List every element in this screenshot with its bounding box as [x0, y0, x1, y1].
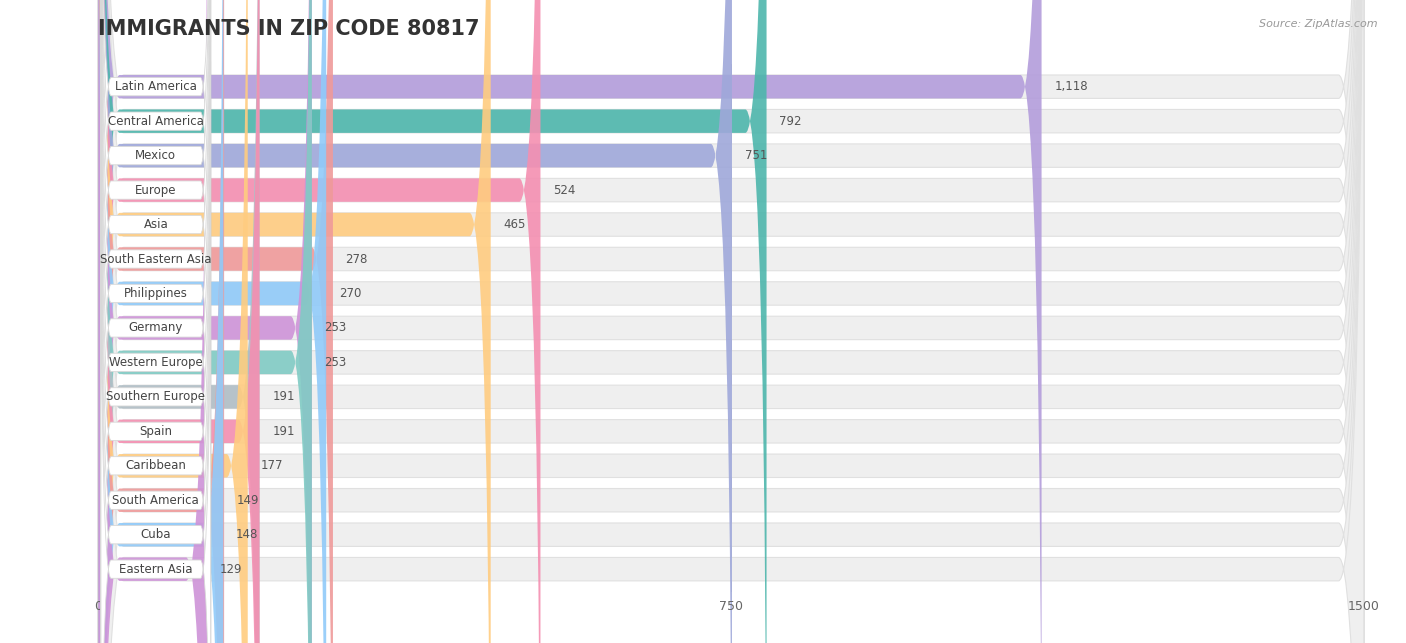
Text: Western Europe: Western Europe — [108, 356, 202, 369]
Text: Europe: Europe — [135, 184, 177, 197]
Text: Germany: Germany — [128, 322, 183, 334]
FancyBboxPatch shape — [98, 0, 312, 643]
Text: 129: 129 — [219, 563, 242, 575]
FancyBboxPatch shape — [98, 0, 333, 643]
Text: 148: 148 — [236, 528, 259, 541]
FancyBboxPatch shape — [101, 0, 211, 643]
FancyBboxPatch shape — [98, 0, 260, 643]
FancyBboxPatch shape — [101, 0, 211, 595]
FancyBboxPatch shape — [98, 0, 1364, 643]
Text: South Eastern Asia: South Eastern Asia — [100, 253, 211, 266]
Text: 792: 792 — [779, 114, 801, 128]
FancyBboxPatch shape — [98, 0, 312, 643]
FancyBboxPatch shape — [98, 0, 1364, 643]
Text: Asia: Asia — [143, 218, 169, 231]
FancyBboxPatch shape — [98, 0, 1364, 643]
Text: Mexico: Mexico — [135, 149, 176, 162]
Text: 177: 177 — [260, 459, 283, 472]
Text: 253: 253 — [325, 322, 347, 334]
FancyBboxPatch shape — [98, 0, 247, 643]
Text: 191: 191 — [273, 390, 295, 403]
Text: 278: 278 — [346, 253, 368, 266]
Text: 524: 524 — [553, 184, 575, 197]
FancyBboxPatch shape — [98, 0, 1042, 643]
FancyBboxPatch shape — [101, 0, 211, 491]
Text: Cuba: Cuba — [141, 528, 172, 541]
FancyBboxPatch shape — [98, 0, 326, 643]
FancyBboxPatch shape — [101, 131, 211, 643]
Text: Source: ZipAtlas.com: Source: ZipAtlas.com — [1260, 19, 1378, 30]
FancyBboxPatch shape — [101, 0, 211, 525]
Text: Latin America: Latin America — [115, 80, 197, 93]
Text: South America: South America — [112, 494, 200, 507]
FancyBboxPatch shape — [101, 0, 211, 643]
Text: Philippines: Philippines — [124, 287, 188, 300]
FancyBboxPatch shape — [98, 0, 260, 643]
FancyBboxPatch shape — [101, 165, 211, 643]
Text: 191: 191 — [273, 425, 295, 438]
FancyBboxPatch shape — [98, 0, 224, 643]
FancyBboxPatch shape — [98, 0, 1364, 643]
FancyBboxPatch shape — [98, 0, 491, 643]
FancyBboxPatch shape — [98, 0, 1364, 643]
FancyBboxPatch shape — [98, 0, 540, 643]
FancyBboxPatch shape — [98, 0, 1364, 643]
FancyBboxPatch shape — [101, 27, 211, 643]
Text: IMMIGRANTS IN ZIP CODE 80817: IMMIGRANTS IN ZIP CODE 80817 — [98, 19, 479, 39]
FancyBboxPatch shape — [98, 0, 1364, 643]
Text: 1,118: 1,118 — [1054, 80, 1088, 93]
Text: 253: 253 — [325, 356, 347, 369]
FancyBboxPatch shape — [101, 0, 211, 629]
FancyBboxPatch shape — [98, 0, 1364, 643]
FancyBboxPatch shape — [101, 96, 211, 643]
FancyBboxPatch shape — [101, 0, 211, 560]
Text: Southern Europe: Southern Europe — [107, 390, 205, 403]
Text: 751: 751 — [745, 149, 768, 162]
FancyBboxPatch shape — [101, 0, 211, 643]
FancyBboxPatch shape — [98, 0, 224, 643]
Text: Spain: Spain — [139, 425, 173, 438]
Text: 270: 270 — [339, 287, 361, 300]
FancyBboxPatch shape — [98, 0, 1364, 643]
FancyBboxPatch shape — [98, 0, 1364, 643]
FancyBboxPatch shape — [98, 0, 1364, 643]
FancyBboxPatch shape — [101, 61, 211, 643]
FancyBboxPatch shape — [101, 0, 211, 643]
FancyBboxPatch shape — [101, 0, 211, 643]
FancyBboxPatch shape — [98, 0, 1364, 643]
Text: Caribbean: Caribbean — [125, 459, 186, 472]
FancyBboxPatch shape — [98, 0, 1364, 643]
Text: 149: 149 — [236, 494, 259, 507]
FancyBboxPatch shape — [98, 0, 733, 643]
Text: 465: 465 — [503, 218, 526, 231]
Text: Central America: Central America — [108, 114, 204, 128]
FancyBboxPatch shape — [98, 0, 1364, 643]
Text: Eastern Asia: Eastern Asia — [120, 563, 193, 575]
FancyBboxPatch shape — [98, 0, 207, 643]
FancyBboxPatch shape — [98, 0, 1364, 643]
FancyBboxPatch shape — [98, 0, 766, 643]
